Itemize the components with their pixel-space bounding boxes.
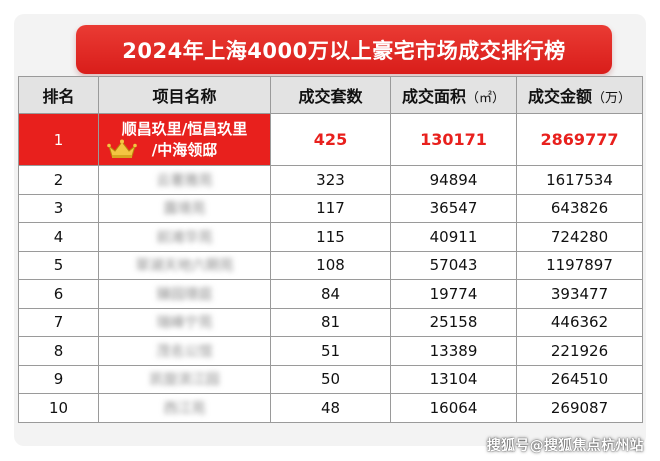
- project-name-blurred: 云著雅苑: [156, 172, 213, 189]
- units-cell: 51: [270, 336, 391, 366]
- project-name-cell: 露境苑: [98, 193, 271, 223]
- area-cell: 40911: [390, 222, 517, 252]
- rank-cell: 2: [18, 165, 99, 195]
- amount-cell: 264510: [516, 364, 643, 394]
- col-header-amount-unit: （万）: [592, 91, 632, 106]
- amount-cell: 221926: [516, 336, 643, 366]
- rank-cell: 8: [18, 336, 99, 366]
- table-row: 8 茂名公馆 51 13389 221926: [18, 336, 643, 366]
- title-banner: 2024年上海4000万以上豪宅市场成交排行榜: [76, 25, 612, 74]
- table-row: 7 瑞峰宁苑 81 25158 446362: [18, 307, 643, 337]
- units-cell: 117: [270, 193, 391, 223]
- units-cell: 425: [270, 113, 391, 166]
- rank-cell: 4: [18, 222, 99, 252]
- table-row: 2 云著雅苑 323 94894 1617534: [18, 165, 643, 195]
- table-row-top: 1 顺昌玖里/恒昌玖里 /中海领邸 425 130171 2869777: [18, 113, 643, 166]
- crown-icon: [107, 139, 137, 158]
- project-name-cell: 顺昌玖里/恒昌玖里 /中海领邸: [98, 113, 271, 166]
- units-cell: 84: [270, 279, 391, 309]
- amount-cell: 393477: [516, 279, 643, 309]
- table-row: 10 西江苑 48 16064 269087: [18, 393, 643, 423]
- ranking-table: 排名 项目名称 成交套数 成交面积（㎡） 成交金额（万） 1 顺昌玖里/恒昌玖里…: [18, 76, 643, 423]
- col-header-area: 成交面积（㎡）: [390, 76, 517, 114]
- col-header-project: 项目名称: [98, 76, 271, 114]
- units-cell: 108: [270, 250, 391, 280]
- project-name-blurred: 露境苑: [163, 201, 206, 218]
- project-name-cell: 翠湖天地六期苑: [98, 250, 271, 280]
- project-name-blurred: 瑞峰宁苑: [156, 315, 213, 332]
- units-cell: 81: [270, 307, 391, 337]
- project-name-cell: 茂名公馆: [98, 336, 271, 366]
- rank-cell: 10: [18, 393, 99, 423]
- col-header-area-label: 成交面积: [401, 87, 466, 106]
- table-header-row: 排名 项目名称 成交套数 成交面积（㎡） 成交金额（万）: [18, 76, 643, 114]
- col-header-units: 成交套数: [270, 76, 391, 114]
- rank-cell: 5: [18, 250, 99, 280]
- table-row: 4 前滩华苑 115 40911 724280: [18, 222, 643, 252]
- project-name-blurred: 前滩华苑: [156, 229, 213, 246]
- amount-cell: 2869777: [516, 113, 643, 166]
- table-row: 9 凯旋滨江园 50 13104 264510: [18, 364, 643, 394]
- area-cell: 16064: [390, 393, 517, 423]
- col-header-amount: 成交金额（万）: [516, 76, 643, 114]
- amount-cell: 1617534: [516, 165, 643, 195]
- area-cell: 130171: [390, 113, 517, 166]
- project-name-blurred: 茂名公馆: [156, 343, 213, 360]
- source-watermark: 搜狐号@搜狐焦点杭州站: [486, 438, 644, 454]
- project-name-cell: 凯旋滨江园: [98, 364, 271, 394]
- area-cell: 13389: [390, 336, 517, 366]
- page-title: 2024年上海4000万以上豪宅市场成交排行榜: [122, 38, 566, 63]
- project-name-cell: 瑞峰宁苑: [98, 307, 271, 337]
- rank-cell: 6: [18, 279, 99, 309]
- project-name-blurred: 翠湖天地六期苑: [135, 258, 234, 275]
- col-header-amount-label: 成交金额: [527, 87, 592, 106]
- units-cell: 48: [270, 393, 391, 423]
- table-row: 6 臻园璟庭 84 19774 393477: [18, 279, 643, 309]
- area-cell: 19774: [390, 279, 517, 309]
- project-name-line2: /中海领邸: [151, 140, 218, 159]
- project-name-blurred: 臻园璟庭: [156, 286, 213, 303]
- amount-cell: 724280: [516, 222, 643, 252]
- amount-cell: 643826: [516, 193, 643, 223]
- project-name-cell: 前滩华苑: [98, 222, 271, 252]
- project-name-cell: 臻园璟庭: [98, 279, 271, 309]
- project-name-cell: 西江苑: [98, 393, 271, 423]
- area-cell: 25158: [390, 307, 517, 337]
- amount-cell: 269087: [516, 393, 643, 423]
- rank-cell: 1: [18, 113, 99, 166]
- amount-cell: 1197897: [516, 250, 643, 280]
- project-name-blurred: 西江苑: [163, 400, 206, 417]
- area-cell: 13104: [390, 364, 517, 394]
- rank-cell: 7: [18, 307, 99, 337]
- project-name-cell: 云著雅苑: [98, 165, 271, 195]
- units-cell: 323: [270, 165, 391, 195]
- table-row: 5 翠湖天地六期苑 108 57043 1197897: [18, 250, 643, 280]
- table-row: 3 露境苑 117 36547 643826: [18, 193, 643, 223]
- col-header-rank: 排名: [18, 76, 99, 114]
- project-name-blurred: 凯旋滨江园: [149, 372, 220, 389]
- rank-cell: 9: [18, 364, 99, 394]
- project-name-line1: 顺昌玖里/恒昌玖里: [121, 119, 248, 138]
- area-cell: 94894: [390, 165, 517, 195]
- area-cell: 36547: [390, 193, 517, 223]
- area-cell: 57043: [390, 250, 517, 280]
- amount-cell: 446362: [516, 307, 643, 337]
- units-cell: 115: [270, 222, 391, 252]
- rank-cell: 3: [18, 193, 99, 223]
- units-cell: 50: [270, 364, 391, 394]
- col-header-area-unit: （㎡）: [466, 91, 506, 106]
